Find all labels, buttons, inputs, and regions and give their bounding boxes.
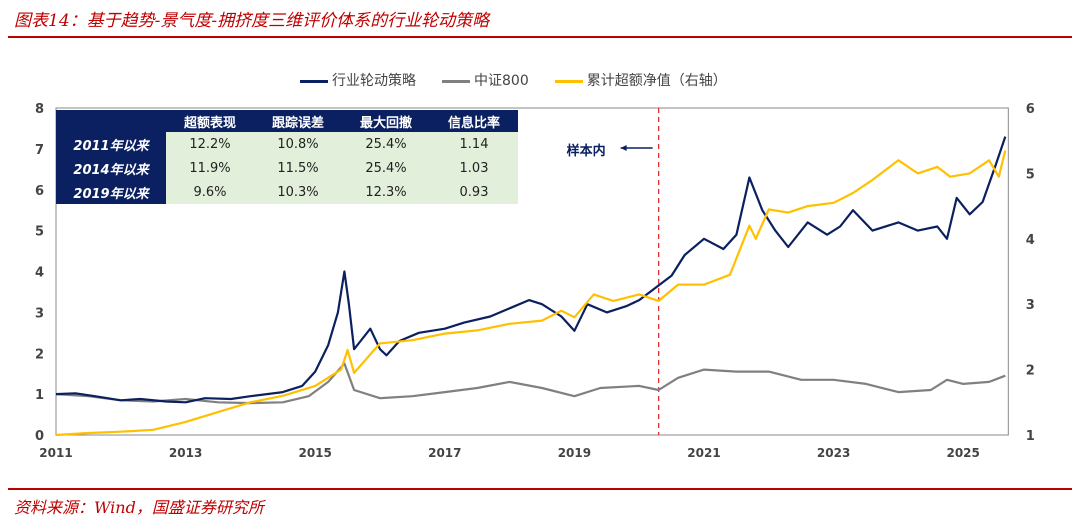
table-row: 2014年以来 11.9% 11.5% 25.4% 1.03 [56,156,518,180]
x-tick-label: 2021 [687,446,720,460]
in-sample-label: 样本内 [567,143,606,159]
x-tick-label: 2017 [428,446,461,460]
performance-table: 超额表现 跟踪误差 最大回撤 信息比率 2011年以来 12.2% 10.8% 25.4% 1… [56,110,518,204]
x-tick-label: 2015 [298,446,331,460]
source-rule [8,488,1072,490]
figure-title: 图表14：基于趋势-景气度-拥挤度三维评价体系的行业轮动策略 [14,11,490,31]
plot-frame [55,107,1009,436]
series-line-1 [55,362,1006,405]
y2-tick-label: 2 [1026,364,1035,379]
y-tick-label: 4 [35,266,44,281]
x-tick-label: 2011 [39,446,72,460]
y-tick-label: 6 [35,184,44,199]
legend: 行业轮动策略 中证800 累计超额净值（右轴） [300,70,727,90]
x-tick-label: 2019 [558,446,591,460]
table-row: 2011年以来 12.2% 10.8% 25.4% 1.14 [56,132,518,156]
y-tick-label: 0 [35,429,44,444]
x-tick-label: 2013 [169,446,202,460]
legend-strategy: 行业轮动策略 [300,70,416,90]
y-tick-label: 5 [35,225,44,240]
source-note: 资料来源：Wind，国盛证券研究所 [14,498,264,517]
y-tick-label: 2 [35,347,44,362]
y2-tick-label: 1 [1026,429,1035,444]
table-row: 2019年以来 9.6% 10.3% 12.3% 0.93 [56,180,518,204]
y-tick-label: 3 [35,306,44,321]
title-rule [8,36,1072,38]
y-tick-label: 8 [35,102,44,117]
y-tick-label: 1 [35,388,44,403]
series-line-0 [55,136,1007,404]
y2-tick-label: 5 [1026,167,1035,182]
y2-tick-label: 3 [1026,298,1035,313]
y2-tick-label: 6 [1026,102,1035,117]
series-line-2 [55,150,1007,437]
y-tick-label: 7 [35,143,44,158]
legend-csi800: 中证800 [442,70,529,90]
x-tick-label: 2025 [946,446,979,460]
legend-excess: 累计超额净值（右轴） [554,70,727,90]
x-tick-label: 2023 [817,446,850,460]
arrow-head-icon [620,145,627,151]
y2-tick-label: 4 [1026,233,1035,248]
